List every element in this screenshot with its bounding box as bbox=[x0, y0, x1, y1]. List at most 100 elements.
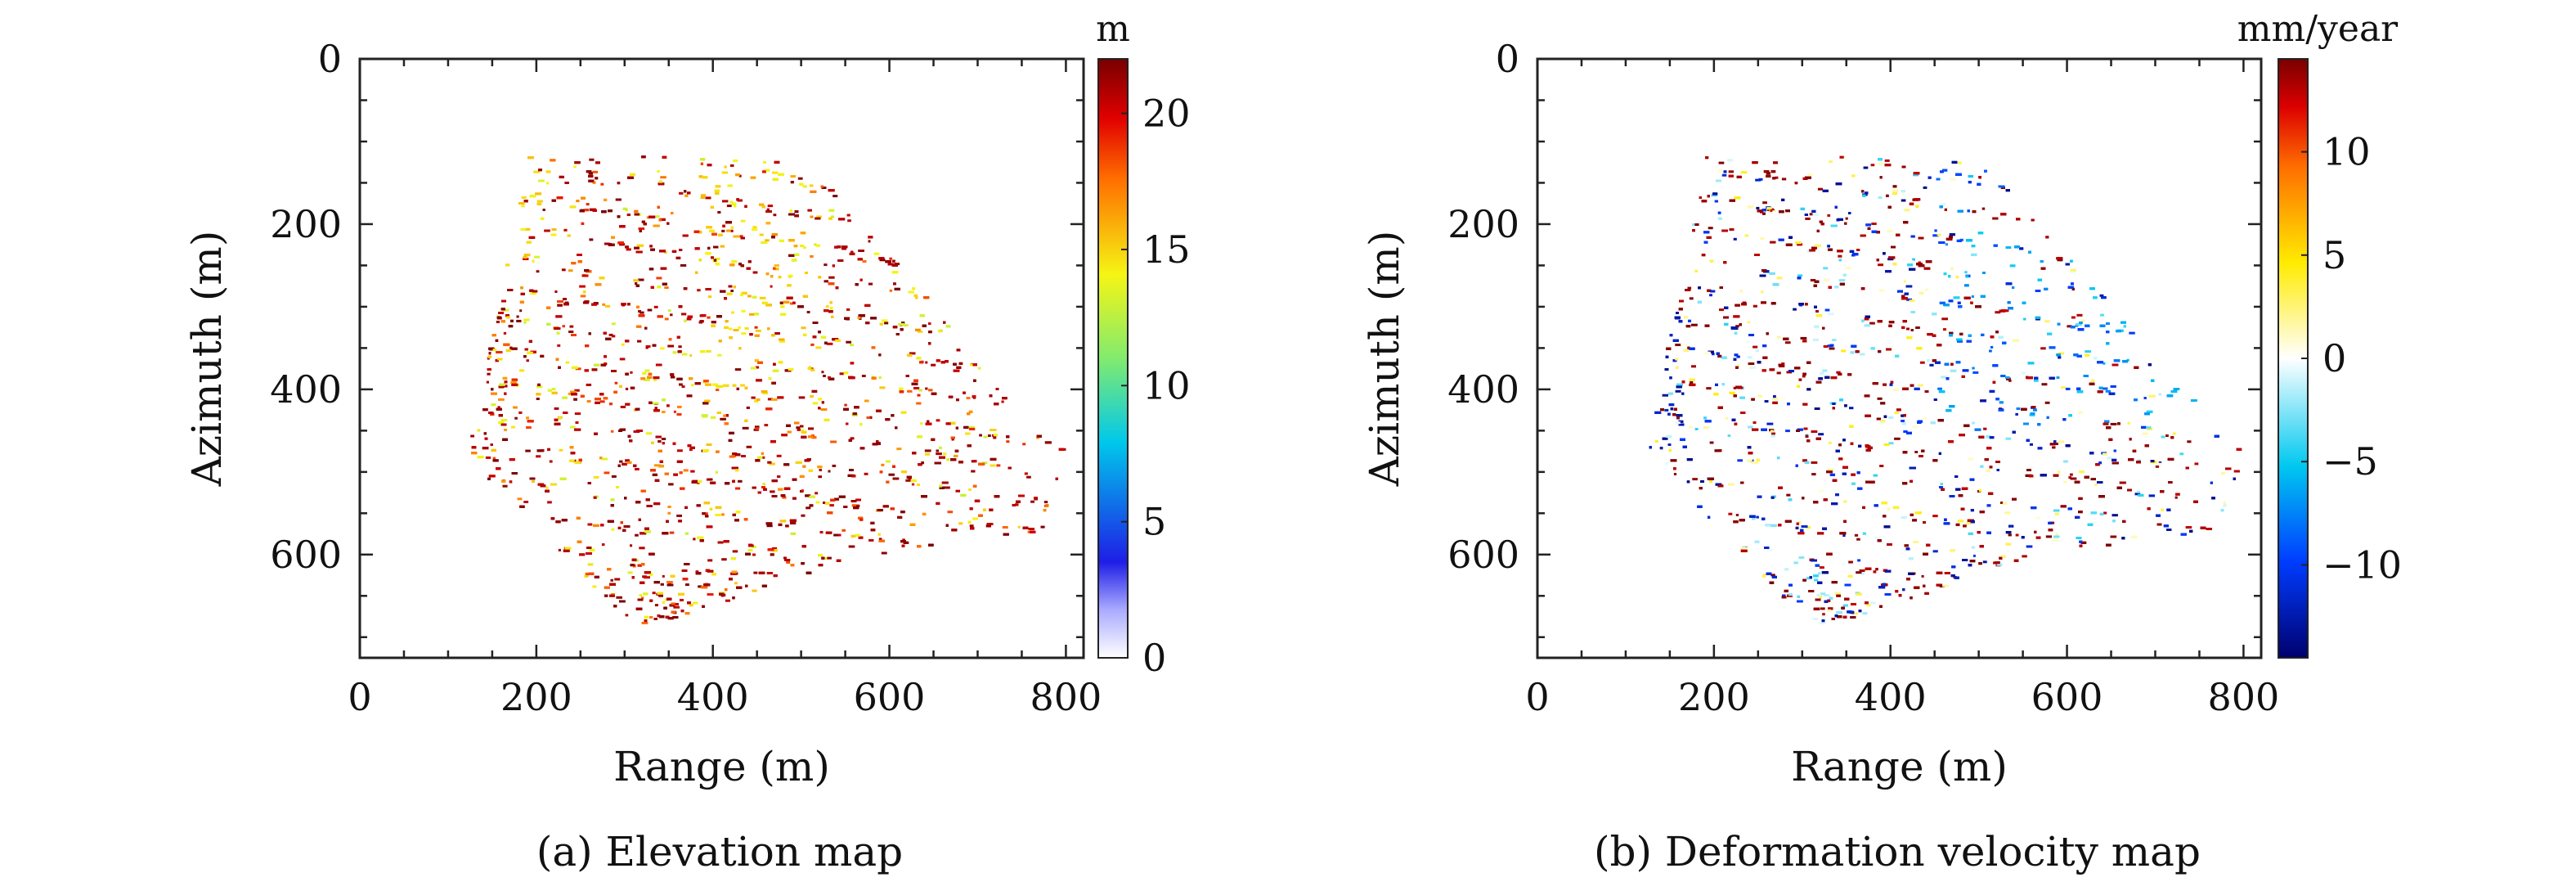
scatter-point bbox=[1022, 526, 1029, 529]
scatter-point bbox=[1045, 504, 1049, 507]
scatter-point bbox=[854, 406, 859, 409]
scatter-point bbox=[772, 369, 779, 372]
scatter-point bbox=[739, 235, 743, 238]
scatter-point bbox=[734, 519, 739, 522]
scatter-point bbox=[720, 245, 725, 248]
scatter-point bbox=[589, 238, 594, 241]
scatter-point bbox=[829, 504, 834, 507]
scatter-point bbox=[581, 274, 589, 277]
scatter-point bbox=[671, 212, 674, 214]
scatter-point bbox=[656, 277, 662, 280]
scatter-point bbox=[1026, 475, 1031, 479]
scatter-point bbox=[948, 395, 954, 398]
scatter-point bbox=[743, 518, 748, 521]
scatter-point bbox=[765, 169, 770, 172]
scatter-point bbox=[588, 332, 591, 335]
scatter-point bbox=[732, 452, 738, 455]
scatter-point bbox=[707, 246, 711, 250]
scatter-point bbox=[972, 517, 978, 520]
scatter-point bbox=[664, 251, 667, 254]
scatter-point bbox=[523, 254, 531, 257]
scatter-point bbox=[645, 345, 651, 348]
scatter-point bbox=[676, 335, 680, 339]
scatter-point bbox=[654, 604, 658, 607]
scatter-point bbox=[608, 333, 613, 336]
scatter-point bbox=[649, 245, 653, 248]
scatter-point bbox=[586, 383, 592, 386]
scatter-point bbox=[770, 275, 774, 278]
scatter-point bbox=[648, 552, 655, 556]
scatter-point bbox=[828, 470, 831, 473]
scatter-point bbox=[889, 257, 892, 260]
scatter-point bbox=[858, 250, 864, 252]
scatter-point bbox=[801, 326, 806, 330]
scatter-point bbox=[821, 556, 825, 560]
scatter-point bbox=[918, 330, 923, 333]
scatter-point bbox=[950, 458, 957, 461]
scatter-point bbox=[806, 571, 812, 574]
scatter-point bbox=[767, 548, 774, 551]
scatter-point bbox=[895, 426, 898, 430]
scatter-point bbox=[726, 292, 733, 295]
scatter-point bbox=[670, 574, 675, 578]
scatter-point bbox=[928, 322, 931, 325]
scatter-point bbox=[878, 257, 885, 260]
scatter-point bbox=[830, 307, 833, 310]
scatter-point bbox=[641, 220, 645, 223]
scatter-point bbox=[872, 443, 878, 446]
scatter-point bbox=[577, 260, 582, 263]
scatter-point bbox=[828, 282, 835, 286]
scatter-point bbox=[778, 276, 782, 279]
scatter-point bbox=[824, 418, 830, 421]
scatter-point bbox=[715, 263, 720, 266]
scatter-point bbox=[697, 481, 700, 484]
scatter-point bbox=[495, 339, 499, 342]
scatter-point bbox=[790, 564, 795, 567]
scatter-point bbox=[639, 594, 642, 596]
scatter-point bbox=[711, 256, 714, 259]
scatter-point bbox=[855, 533, 860, 537]
scatter-point bbox=[652, 344, 657, 347]
scatter-point bbox=[549, 460, 553, 463]
scatter-point bbox=[956, 366, 962, 369]
scatter-point bbox=[916, 357, 922, 360]
scatter-point bbox=[794, 421, 800, 425]
scatter-point bbox=[536, 393, 541, 396]
scatter-point bbox=[536, 398, 540, 400]
scatter-point bbox=[690, 470, 695, 473]
scatter-point bbox=[497, 406, 500, 409]
scatter-point bbox=[679, 191, 684, 195]
scatter-point bbox=[754, 425, 760, 429]
scatter-point bbox=[704, 399, 711, 403]
scatter-point bbox=[538, 169, 542, 172]
scatter-point bbox=[811, 389, 818, 393]
scatter-point bbox=[574, 428, 581, 431]
scatter-points bbox=[470, 155, 1066, 624]
scatter-point bbox=[905, 479, 912, 482]
scatter-point bbox=[915, 328, 921, 331]
scatter-point bbox=[648, 401, 653, 404]
scatter-point bbox=[569, 325, 574, 328]
scatter-point bbox=[654, 407, 657, 410]
scatter-point bbox=[586, 552, 592, 555]
scatter-point bbox=[600, 524, 604, 527]
scatter-point bbox=[559, 175, 564, 178]
scatter-point bbox=[838, 218, 846, 221]
scatter-point bbox=[911, 382, 918, 385]
scatter-point bbox=[877, 509, 883, 511]
scatter-point bbox=[928, 342, 931, 345]
scatter-point bbox=[922, 324, 927, 327]
scatter-point bbox=[565, 361, 570, 364]
scatter-point bbox=[826, 342, 833, 345]
scatter-point bbox=[905, 375, 909, 377]
scatter-point bbox=[738, 263, 742, 266]
scatter-point bbox=[945, 524, 949, 527]
scatter-point bbox=[722, 200, 729, 203]
scatter-point bbox=[496, 467, 501, 470]
scatter-point bbox=[982, 461, 988, 465]
scatter-point bbox=[774, 160, 780, 164]
scatter-point bbox=[770, 440, 776, 443]
scatter-point bbox=[636, 325, 642, 328]
scatter-point bbox=[657, 182, 665, 186]
scatter-point bbox=[541, 449, 545, 452]
